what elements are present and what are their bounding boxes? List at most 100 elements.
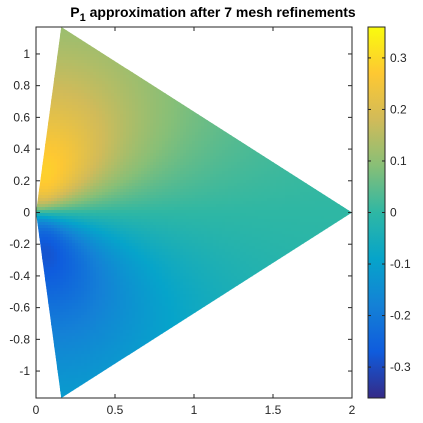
field-cell xyxy=(75,48,79,52)
field-cell xyxy=(222,105,226,109)
field-cell xyxy=(207,111,211,115)
field-cell xyxy=(318,108,322,112)
field-cell xyxy=(315,93,319,97)
field-cell xyxy=(264,69,268,73)
field-cell xyxy=(171,90,175,94)
field-cell xyxy=(219,66,223,70)
field-cell xyxy=(45,162,49,166)
field-cell xyxy=(93,117,97,121)
field-cell xyxy=(36,102,40,106)
field-cell xyxy=(336,81,340,85)
field-cell xyxy=(252,60,256,64)
field-cell xyxy=(60,66,64,70)
field-cell xyxy=(108,90,112,94)
field-cell xyxy=(171,135,175,139)
field-cell xyxy=(294,90,298,94)
field-cell xyxy=(243,132,247,136)
field-cell xyxy=(48,135,52,139)
field-cell xyxy=(174,111,178,115)
field-cell xyxy=(342,30,346,34)
field-cell xyxy=(270,87,274,91)
field-cell xyxy=(207,99,211,103)
field-cell xyxy=(252,132,256,136)
field-cell xyxy=(162,84,166,88)
field-cell xyxy=(135,30,139,34)
field-cell xyxy=(234,66,238,70)
field-cell xyxy=(243,156,247,160)
field-cell xyxy=(213,42,217,46)
field-cell xyxy=(240,162,244,166)
field-cell xyxy=(264,117,268,121)
field-cell xyxy=(342,63,346,67)
field-cell xyxy=(123,33,127,37)
field-cell xyxy=(117,162,121,166)
field-cell xyxy=(123,141,127,145)
field-cell xyxy=(117,159,121,163)
field-cell xyxy=(222,117,226,121)
field-cell xyxy=(249,138,253,142)
field-cell xyxy=(63,63,67,67)
field-cell xyxy=(291,108,295,112)
field-cell xyxy=(273,117,277,121)
field-cell xyxy=(237,69,241,73)
field-cell xyxy=(246,90,250,94)
field-cell xyxy=(66,135,70,139)
field-cell xyxy=(150,141,154,145)
field-cell xyxy=(135,96,139,100)
field-cell xyxy=(249,99,253,103)
field-cell xyxy=(297,33,301,37)
field-cell xyxy=(219,159,223,163)
field-cell xyxy=(225,66,229,70)
field-cell xyxy=(144,33,148,37)
field-cell xyxy=(228,27,232,31)
field-cell xyxy=(297,90,301,94)
field-cell xyxy=(84,75,88,79)
field-cell xyxy=(318,156,322,160)
field-cell xyxy=(246,111,250,115)
field-cell xyxy=(114,141,118,145)
field-cell xyxy=(183,159,187,163)
field-cell xyxy=(273,60,277,64)
field-cell xyxy=(174,69,178,73)
field-cell xyxy=(123,99,127,103)
field-cell xyxy=(234,33,238,37)
field-cell xyxy=(141,144,145,148)
field-cell xyxy=(42,39,46,43)
field-cell xyxy=(270,105,274,109)
field-cell xyxy=(57,153,61,157)
field-cell xyxy=(315,84,319,88)
field-cell xyxy=(120,81,124,85)
field-cell xyxy=(255,135,259,139)
field-cell xyxy=(318,141,322,145)
field-cell xyxy=(198,111,202,115)
field-cell xyxy=(333,108,337,112)
field-cell xyxy=(276,36,280,40)
field-cell xyxy=(111,123,115,127)
field-cell xyxy=(48,132,52,136)
field-cell xyxy=(153,96,157,100)
field-cell xyxy=(189,105,193,109)
field-cell xyxy=(246,117,250,121)
field-cell xyxy=(114,150,118,154)
field-cell xyxy=(312,90,316,94)
field-cell xyxy=(117,39,121,43)
field-cell xyxy=(102,87,106,91)
field-cell xyxy=(45,111,49,115)
field-cell xyxy=(270,33,274,37)
field-cell xyxy=(285,66,289,70)
field-cell xyxy=(285,147,289,151)
field-cell xyxy=(216,141,220,145)
field-cell xyxy=(348,33,352,37)
field-cell xyxy=(327,84,331,88)
field-cell xyxy=(117,57,121,61)
field-cell xyxy=(42,93,46,97)
field-cell xyxy=(93,57,97,61)
field-cell xyxy=(333,96,337,100)
field-cell xyxy=(225,87,229,91)
field-cell xyxy=(66,123,70,127)
field-cell xyxy=(318,72,322,76)
field-cell xyxy=(84,27,88,31)
field-cell xyxy=(108,72,112,76)
field-cell xyxy=(315,27,319,31)
field-cell xyxy=(255,90,259,94)
